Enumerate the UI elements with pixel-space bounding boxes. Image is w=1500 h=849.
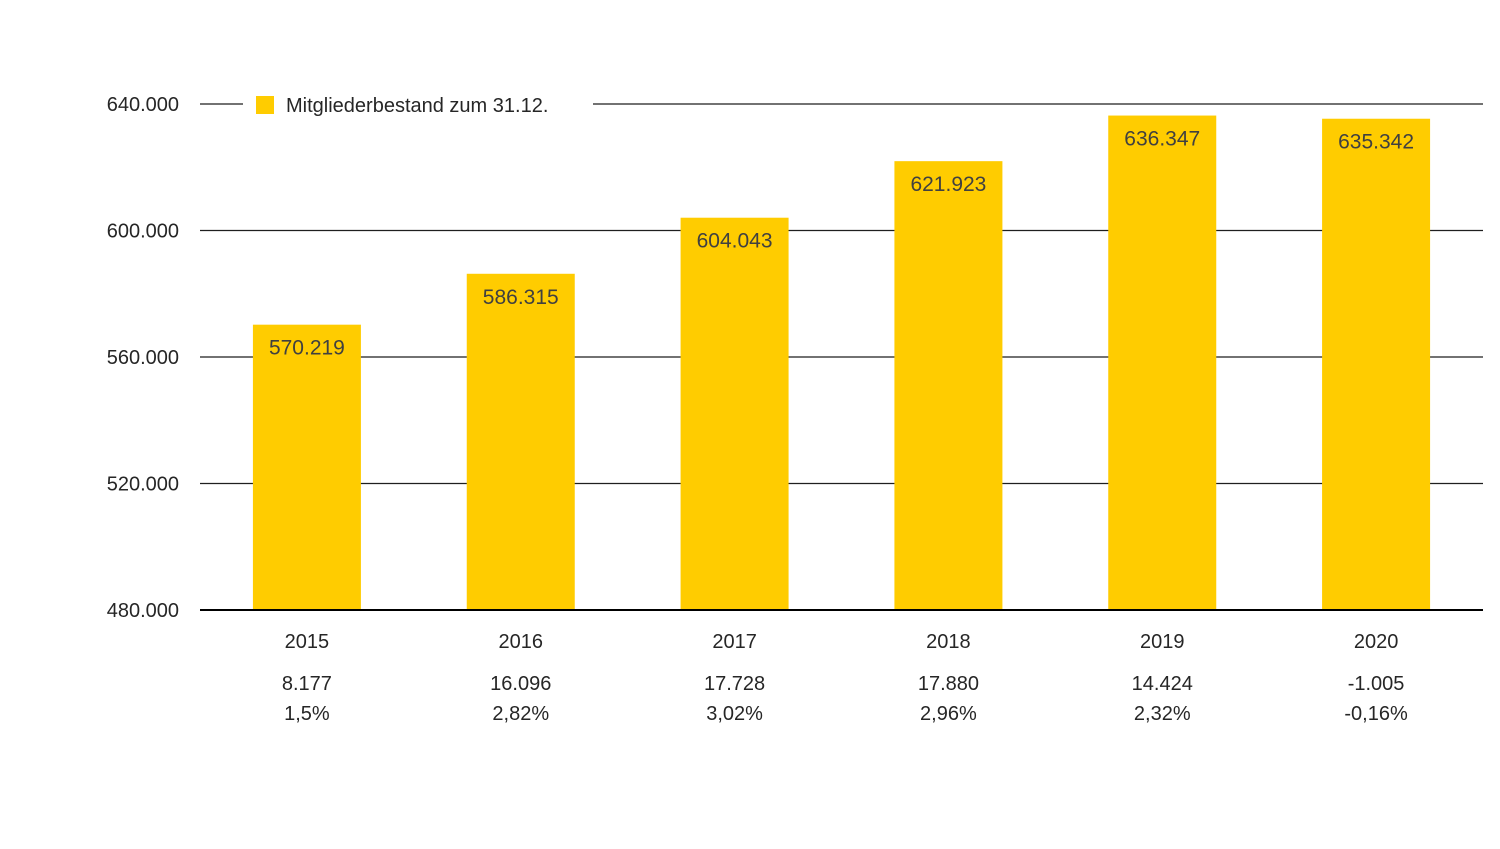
y-tick-label: 520.000 xyxy=(107,474,179,496)
bar-value-label: 636.347 xyxy=(1124,128,1200,151)
bar xyxy=(253,325,361,610)
change-percent-label: 3,02% xyxy=(706,703,763,725)
gridlines xyxy=(200,104,1483,484)
membership-bar-chart: Mitgliederbestand zum 31.12. 480.000 520.… xyxy=(0,0,1500,844)
bar-value-label: 604.043 xyxy=(697,230,773,253)
change-percent-label: 2,82% xyxy=(492,703,549,725)
x-tick-label: 2017 xyxy=(712,631,757,653)
x-tick-label: 2019 xyxy=(1140,631,1185,653)
change-absolute-label: 17.728 xyxy=(704,673,765,695)
x-tick-label: 2015 xyxy=(285,631,330,653)
bar-value-label: 586.315 xyxy=(483,286,559,309)
bar xyxy=(681,218,789,610)
chart-canvas: Mitgliederbestand zum 31.12. 480.000 520.… xyxy=(0,0,1500,844)
bar xyxy=(467,274,575,610)
y-tick-label: 600.000 xyxy=(107,221,179,243)
bar-value-label: 635.342 xyxy=(1338,131,1414,154)
change-percent-label: 2,96% xyxy=(920,703,977,725)
change-absolute-label: 8.177 xyxy=(282,673,332,695)
y-tick-label: 480.000 xyxy=(107,600,179,622)
change-absolute-label: 16.096 xyxy=(490,673,551,695)
change-absolute-label: 17.880 xyxy=(918,673,979,695)
x-tick-label: 2020 xyxy=(1354,631,1399,653)
bar xyxy=(1322,119,1430,610)
bar xyxy=(894,161,1002,610)
change-absolute-label: 14.424 xyxy=(1132,673,1193,695)
x-tick-label: 2018 xyxy=(926,631,971,653)
bar xyxy=(1108,116,1216,610)
bars xyxy=(253,116,1430,610)
bar-value-label: 621.923 xyxy=(910,173,986,196)
x-tick-label: 2016 xyxy=(499,631,544,653)
bar-value-label: 570.219 xyxy=(269,337,345,360)
change-percent-label: 1,5% xyxy=(284,703,330,725)
change-percent-label: 2,32% xyxy=(1134,703,1191,725)
change-absolute-label: -1.005 xyxy=(1348,673,1405,695)
y-tick-label: 640.000 xyxy=(107,94,179,116)
legend-swatch xyxy=(256,96,274,114)
legend-label: Mitgliederbestand zum 31.12. xyxy=(286,95,548,117)
y-tick-label: 560.000 xyxy=(107,347,179,369)
change-percent-label: -0,16% xyxy=(1344,703,1408,725)
legend: Mitgliederbestand zum 31.12. xyxy=(243,90,593,120)
